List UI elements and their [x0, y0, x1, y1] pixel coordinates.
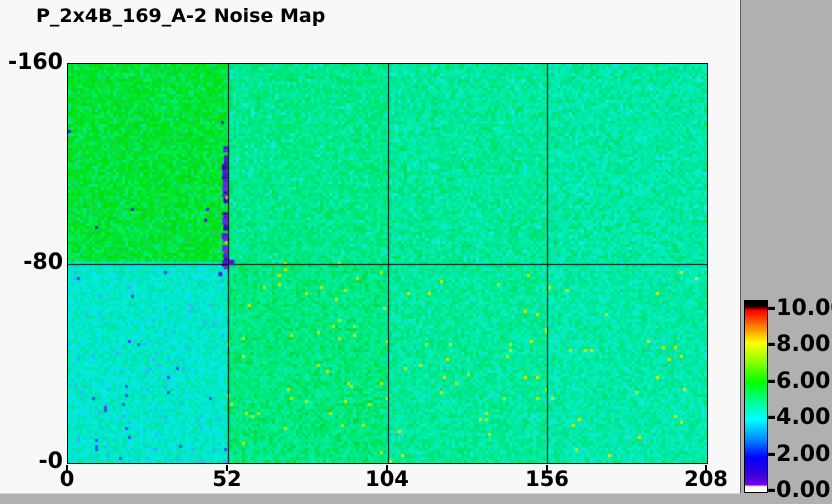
x-axis-tick-52	[226, 465, 228, 471]
x-axis-tick-156	[546, 465, 548, 471]
colorbar-tick-label-2: -2.00	[767, 442, 831, 467]
chart-title: P_2x4B_169_A-2 Noise Map	[36, 5, 326, 27]
x-axis-tick-label-104: 104	[365, 467, 409, 491]
colorbar-tick-label-0: -0.00	[767, 478, 831, 503]
x-axis-tick-104	[386, 465, 388, 471]
colorbar-tick-label-10: -10.00	[767, 296, 832, 321]
x-axis-tick-label-52: 52	[212, 467, 242, 491]
x-axis-tick-label-156: 156	[525, 467, 569, 491]
chart-panel: P_2x4B_169_A-2 Noise Map -160 -80 -0 0 5…	[0, 0, 741, 494]
x-axis-tick-208	[705, 465, 707, 471]
colorbar-tick-label-4: -4.00	[767, 405, 831, 430]
x-axis-tick-label-0: 0	[59, 467, 75, 491]
x-axis-tick-label-208: 208	[684, 467, 728, 491]
noise-heatmap-canvas	[68, 64, 707, 463]
y-axis-tick-label-80: -80	[23, 250, 63, 275]
plot-area	[67, 63, 708, 464]
y-axis-tick-label-0: -0	[38, 449, 63, 474]
colorbar-tick-label-6: -6.00	[767, 369, 831, 394]
colorbar-tick-label-8: -8.00	[767, 332, 831, 357]
colorbar	[744, 300, 768, 493]
y-axis-tick-label-160: -160	[7, 50, 63, 75]
x-axis-tick-0	[66, 465, 68, 471]
